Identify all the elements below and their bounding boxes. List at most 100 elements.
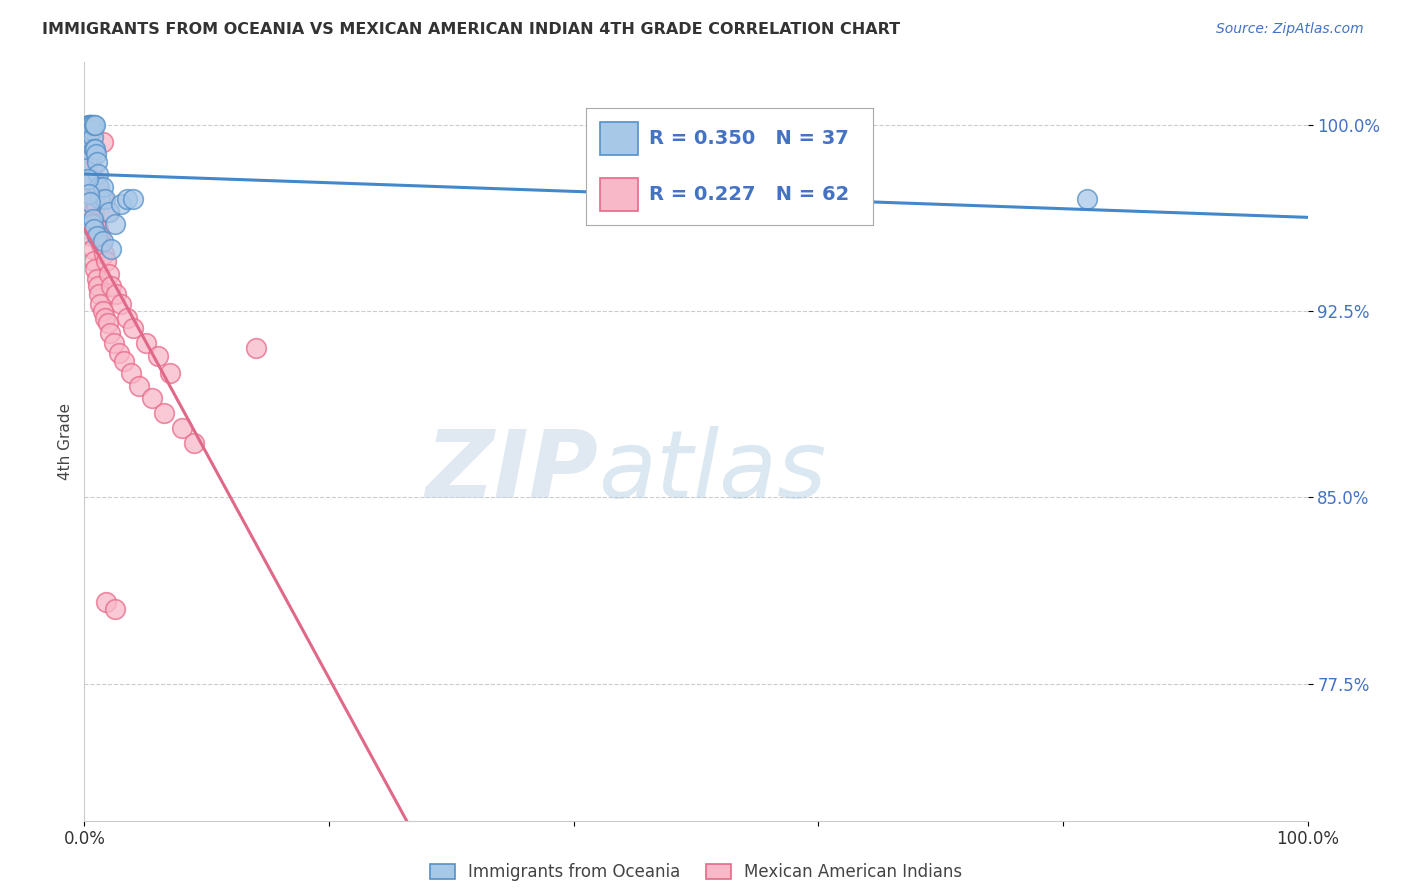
Text: atlas: atlas <box>598 426 827 517</box>
Point <box>661 192 683 206</box>
Point <box>110 197 132 211</box>
Point <box>83 143 105 157</box>
Point <box>79 154 101 169</box>
Point <box>83 172 105 186</box>
Point <box>115 311 138 326</box>
Point <box>79 222 101 236</box>
Point <box>79 118 101 132</box>
Point <box>84 197 107 211</box>
Point <box>83 254 105 268</box>
Point <box>86 229 108 244</box>
Point <box>94 192 117 206</box>
Text: ZIP: ZIP <box>425 425 598 518</box>
Legend: Immigrants from Oceania, Mexican American Indians: Immigrants from Oceania, Mexican America… <box>423 857 969 888</box>
Point <box>105 286 128 301</box>
Point <box>91 179 114 194</box>
Point <box>83 204 105 219</box>
Point <box>122 192 145 206</box>
Point <box>86 271 108 285</box>
Point <box>77 118 100 132</box>
Point <box>77 217 100 231</box>
Point <box>159 366 181 380</box>
Point <box>80 118 103 132</box>
Point <box>77 172 100 186</box>
Point <box>76 143 98 157</box>
Point <box>83 118 105 132</box>
Point <box>141 391 163 405</box>
Point <box>86 217 108 231</box>
Point <box>79 187 101 202</box>
Point <box>172 421 194 435</box>
Point <box>75 179 97 194</box>
Point <box>98 326 121 341</box>
Point <box>135 336 157 351</box>
Point <box>82 122 104 136</box>
Point <box>97 267 120 281</box>
Point <box>76 154 98 169</box>
Point <box>89 192 111 206</box>
Point <box>146 349 169 363</box>
Point <box>183 435 205 450</box>
Point <box>94 311 117 326</box>
Text: Source: ZipAtlas.com: Source: ZipAtlas.com <box>1216 22 1364 37</box>
Point <box>86 179 108 194</box>
Y-axis label: 4th Grade: 4th Grade <box>58 403 73 480</box>
Point <box>80 197 103 211</box>
Point <box>107 346 129 360</box>
Point <box>84 143 107 157</box>
Point <box>93 247 115 261</box>
Point <box>104 217 127 231</box>
Point <box>128 378 150 392</box>
Point <box>77 179 100 194</box>
Point <box>87 179 110 194</box>
Point <box>120 366 142 380</box>
Point <box>100 242 122 256</box>
Point <box>77 130 100 145</box>
Point <box>91 135 114 149</box>
Point <box>87 286 110 301</box>
Point <box>153 406 176 420</box>
Point <box>110 296 132 310</box>
Point <box>83 222 105 236</box>
Point <box>80 162 103 177</box>
Point <box>83 217 105 231</box>
Point <box>82 130 104 145</box>
Point <box>77 217 100 231</box>
Point <box>89 296 111 310</box>
Point <box>76 143 98 157</box>
Point <box>84 261 107 276</box>
Point <box>122 321 145 335</box>
Point <box>77 118 100 132</box>
Point <box>112 353 135 368</box>
Point <box>245 341 267 355</box>
Point <box>79 194 101 209</box>
Point <box>1076 192 1098 206</box>
Point <box>103 336 125 351</box>
Point <box>75 172 97 186</box>
Point <box>87 167 110 181</box>
Point <box>91 304 114 318</box>
Point <box>82 242 104 256</box>
Point <box>87 279 110 293</box>
Point <box>79 118 101 132</box>
Point <box>84 147 107 161</box>
Point <box>96 254 118 268</box>
Point <box>97 317 120 331</box>
Point <box>75 167 97 181</box>
Point <box>100 279 122 293</box>
Point <box>77 147 100 161</box>
Point <box>80 217 103 231</box>
Point <box>115 192 138 206</box>
Point <box>83 118 105 132</box>
Point <box>76 192 98 206</box>
Point <box>80 229 103 244</box>
Point <box>104 602 127 616</box>
Point <box>91 192 114 206</box>
Point <box>87 222 110 236</box>
Point <box>82 192 104 206</box>
Point <box>77 187 100 202</box>
Point <box>97 204 120 219</box>
Point <box>86 154 108 169</box>
Point <box>82 212 104 227</box>
Point <box>91 235 114 249</box>
